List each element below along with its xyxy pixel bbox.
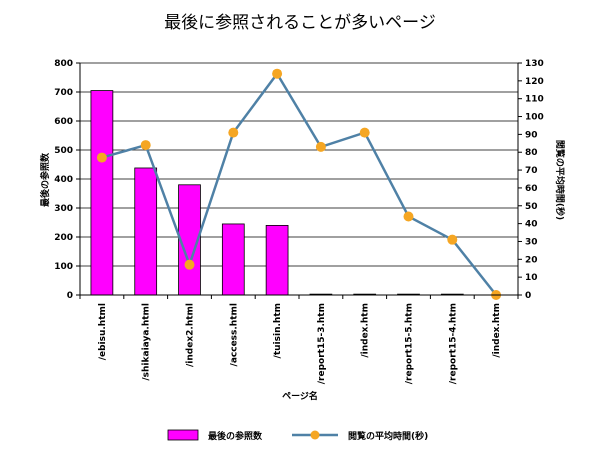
left-tick-label-8: 800 [54,59,73,69]
line-point-6 [359,127,370,138]
right-tick-label-5: 50 [525,202,538,212]
bar-3 [221,223,245,296]
category-label-0: /ebisu.html [98,303,108,360]
left-tick-label-4: 400 [54,175,73,185]
left-tick-label-5: 500 [54,146,73,156]
legend-label-bar: 最後の参照数 [208,430,263,442]
left-tick-label-2: 200 [54,233,73,243]
bar-0 [90,90,114,296]
right-tick-label-7: 70 [525,166,538,176]
category-label-8: /report15-4.htm [448,303,458,384]
line-series [96,68,502,300]
right-tick-label-6: 60 [525,184,538,194]
line-point-1 [140,140,151,151]
legend-swatch-marker [310,430,320,440]
right-tick-label-4: 40 [525,220,538,230]
x-axis-title: ページ名 [282,390,318,402]
line-path [101,71,498,296]
right-tick-label-3: 30 [525,237,538,247]
right-tick-label-12: 120 [525,77,544,87]
right-tick-label-2: 20 [525,255,538,265]
line-point-4 [272,68,283,79]
category-label-2: /index2.html [186,303,196,367]
category-label-7: /report15-5.htm [405,303,415,384]
category-label-5: /report15-3.htm [317,303,327,384]
chart-title: 最後に参照されることが多いページ [164,13,436,33]
left-axis-ticks: 0 100 200 300 400 500 600 700 800 [54,59,80,301]
legend-swatch-bar [167,429,199,441]
left-axis-title: 最後の参照数 [39,152,51,207]
left-tick-label-0: 0 [67,291,73,301]
left-tick-label-7: 700 [54,88,73,98]
right-axis-ticks: 0 10 20 30 40 50 60 70 80 90 100 110 120 130 [518,59,544,301]
right-tick-label-10: 100 [525,113,544,123]
bar-4 [265,224,289,296]
right-tick-label-11: 110 [525,95,544,105]
left-tick-label-3: 300 [54,204,73,214]
category-label-3: /access.html [229,303,239,366]
category-axis-ticks: /ebisu.html/shikaiaya.html/index2.html/a… [98,303,502,384]
right-tick-label-0: 0 [525,291,531,301]
line-point-2 [184,259,195,270]
right-tick-label-8: 80 [525,148,538,158]
line-point-7 [403,211,414,222]
left-tick-label-6: 600 [54,117,73,127]
line-point-8 [447,234,458,245]
legend-label-line: 閲覧の平均時間(秒) [348,430,428,442]
right-axis-title: 閲覧の平均時間(秒) [554,140,566,220]
legend: 最後の参照数 閲覧の平均時間(秒) [167,429,428,442]
line-point-3 [228,127,239,138]
right-tick-label-9: 90 [525,130,538,140]
line-point-0 [96,152,107,163]
category-label-4: /tuisin.htm [273,303,283,358]
line-point-5 [315,141,326,152]
category-label-6: /index.htm [361,303,371,358]
right-tick-label-1: 10 [525,273,538,283]
left-tick-label-1: 100 [54,262,73,272]
category-label-9: /index.htm [492,303,502,358]
right-tick-label-13: 130 [525,59,544,69]
bar-1 [134,167,158,296]
category-label-1: /shikaiaya.html [142,303,152,381]
axes [79,63,519,299]
